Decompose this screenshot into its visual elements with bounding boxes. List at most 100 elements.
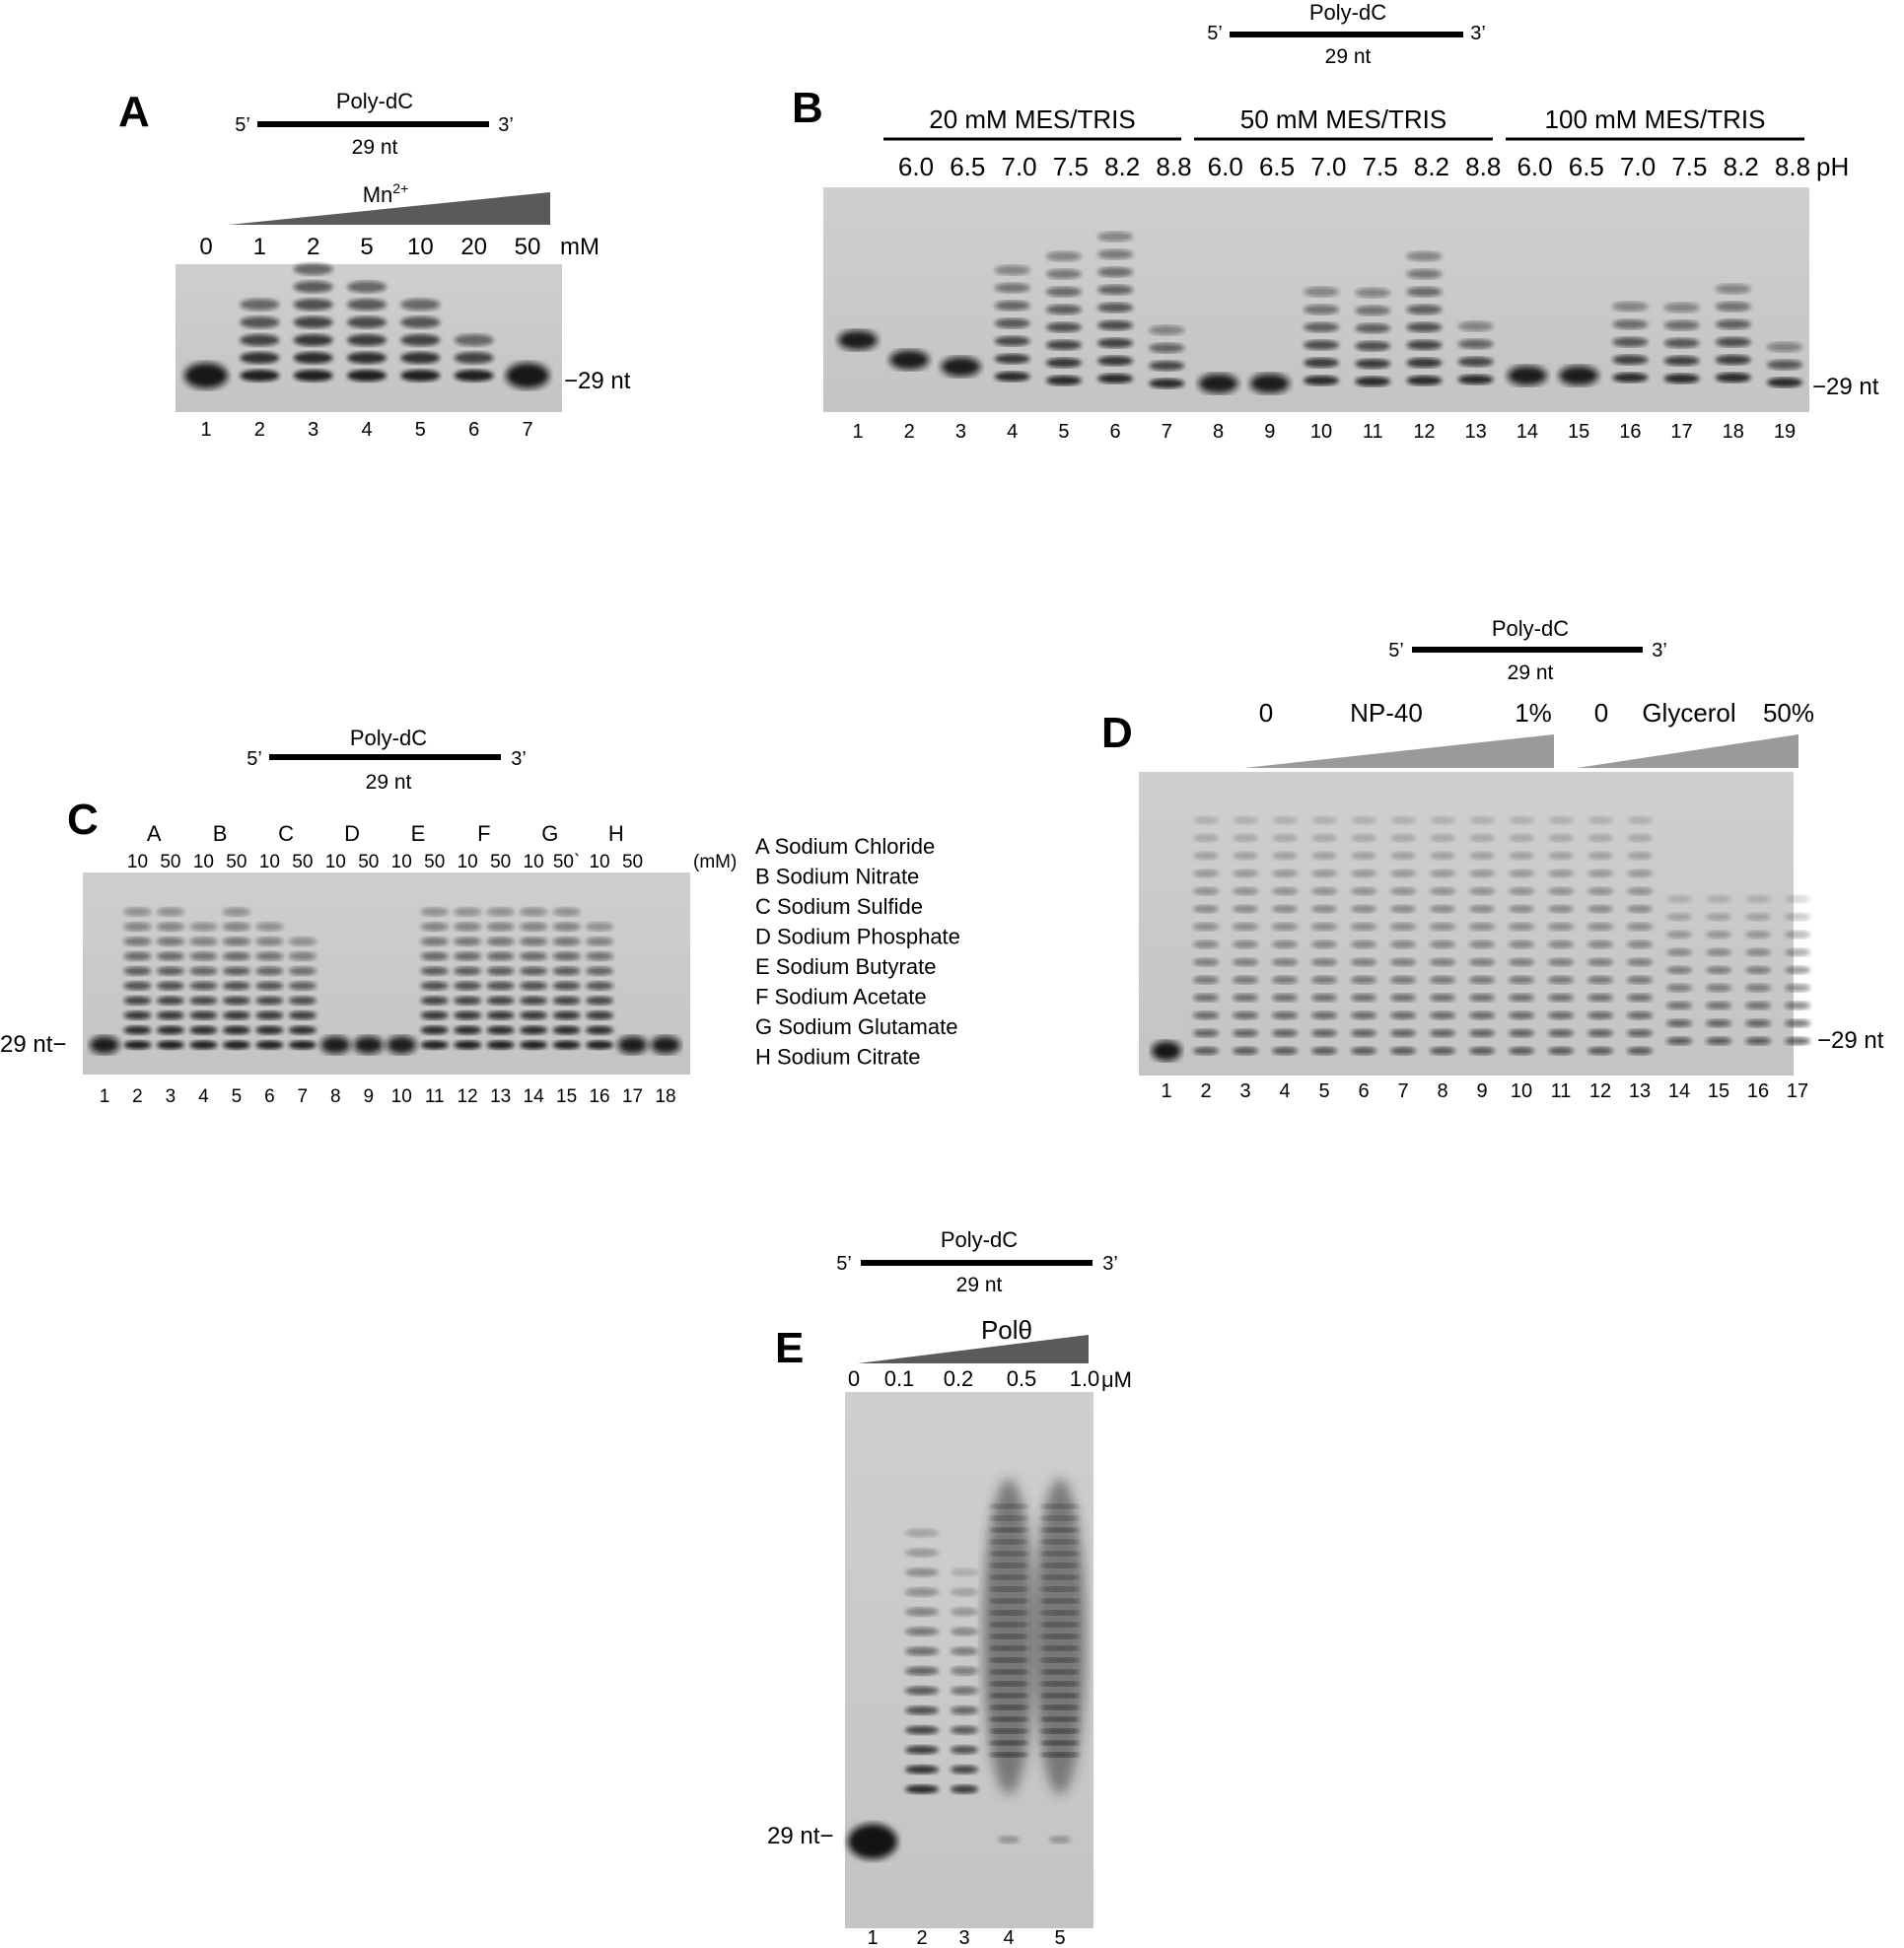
gel-band [156, 937, 184, 946]
gel-band [486, 1010, 515, 1020]
gel-band [222, 907, 250, 917]
lane-number: 9 [1476, 1080, 1487, 1102]
gel-band [288, 1040, 317, 1050]
gel-band [1587, 905, 1613, 913]
gel-band [1587, 870, 1613, 877]
gel-band [1509, 852, 1534, 860]
gel-band [651, 1036, 680, 1054]
gel-band [486, 966, 515, 976]
gel-band [1149, 379, 1185, 388]
gel-band [1587, 976, 1613, 984]
gel-band [1406, 322, 1443, 332]
gel-band [506, 363, 549, 388]
five-prime-label: 5’ [836, 1253, 852, 1275]
gel-band [552, 1025, 581, 1035]
lane-number: 12 [1413, 421, 1435, 443]
concentration-value: 50 [515, 234, 541, 260]
lane-number: 11 [1551, 1080, 1572, 1102]
gel-band [994, 318, 1030, 328]
gel-band [1745, 1019, 1771, 1027]
gel-band [1272, 834, 1298, 842]
gel-band [905, 1745, 939, 1755]
glycerol-wedge [1577, 734, 1798, 768]
legend-entry: B Sodium Nitrate [755, 865, 919, 889]
gel-band [586, 981, 614, 991]
gel-band [1430, 852, 1455, 860]
gel-band [951, 1567, 978, 1577]
gel-band [240, 299, 280, 311]
gel-band [288, 937, 317, 946]
gel-band [552, 966, 581, 976]
three-prime-label: 3’ [498, 114, 514, 136]
gel-band [1304, 305, 1339, 314]
gel-band [1351, 1029, 1376, 1037]
gel-band [951, 1765, 978, 1774]
gel-band [1390, 905, 1416, 913]
lane-number: 17 [622, 1086, 643, 1107]
gel-band [1390, 816, 1416, 824]
gel-band [951, 1627, 978, 1636]
gel-band [1548, 816, 1574, 824]
gel-band [90, 1036, 119, 1054]
gel-band [240, 316, 280, 328]
gel-band [1559, 366, 1599, 385]
gel-band [1351, 976, 1376, 984]
gel-band [994, 265, 1030, 275]
gel-band [1351, 1011, 1376, 1019]
gel-band [989, 1752, 1028, 1758]
lane-number: 10 [1310, 421, 1332, 443]
substrate-name: Poly-dC [1492, 616, 1569, 641]
gel-band [905, 1646, 939, 1656]
ph-value: 8.2 [1724, 152, 1759, 181]
lane-numbers: 1 2 3 4 5 6 7 8 9 10 11 12 13 14 15 16 17 [1161, 1080, 1808, 1102]
gel-band [1627, 994, 1653, 1002]
gel-band [486, 907, 515, 917]
gel-band [905, 1686, 939, 1696]
gel-band [1311, 834, 1337, 842]
gel-band [1663, 374, 1700, 383]
gel-band [1706, 895, 1731, 903]
gel-band [288, 996, 317, 1006]
gel-band [1715, 319, 1751, 329]
gel-band [1193, 870, 1219, 877]
gel-band [1351, 834, 1376, 842]
gel-band [1430, 958, 1455, 966]
gel-band [989, 1610, 1028, 1616]
gel-band [1715, 373, 1751, 383]
gel-band [293, 370, 333, 382]
np40-wedge [1244, 734, 1554, 768]
gel-band [905, 1765, 939, 1774]
ph-value: 6.5 [950, 152, 985, 181]
gel-band [1311, 1029, 1337, 1037]
gel-band [1193, 994, 1219, 1002]
gel-image [823, 187, 1809, 412]
gel-band [1706, 931, 1731, 939]
gel-band [189, 996, 218, 1006]
lane-number: 1 [200, 419, 211, 441]
gel-band [586, 951, 614, 961]
gel-band [123, 1025, 152, 1035]
gel-band [1509, 1011, 1534, 1019]
gel-band [454, 951, 482, 961]
gel-band [1706, 966, 1731, 974]
gel-band [1509, 976, 1534, 984]
salt-letter: H [608, 821, 624, 846]
lane-number: 16 [589, 1086, 609, 1107]
lane-number: 5 [1058, 421, 1069, 443]
np40-label: NP-40 [1350, 698, 1423, 728]
gel-band [1272, 940, 1298, 948]
gel-band [586, 1025, 614, 1035]
gel-band [1627, 1047, 1653, 1055]
gel-band [1627, 852, 1653, 860]
gel-band [905, 1666, 939, 1676]
gel-band [1390, 940, 1416, 948]
legend-entry: D Sodium Phosphate [755, 925, 960, 949]
gel-band [1627, 1029, 1653, 1037]
gel-band [189, 981, 218, 991]
gel-band [1767, 360, 1802, 370]
gel-band [994, 372, 1030, 382]
gel-band [387, 1036, 417, 1054]
gel-band [586, 1040, 614, 1050]
gel-band [1390, 887, 1416, 895]
gel-band [347, 281, 387, 293]
